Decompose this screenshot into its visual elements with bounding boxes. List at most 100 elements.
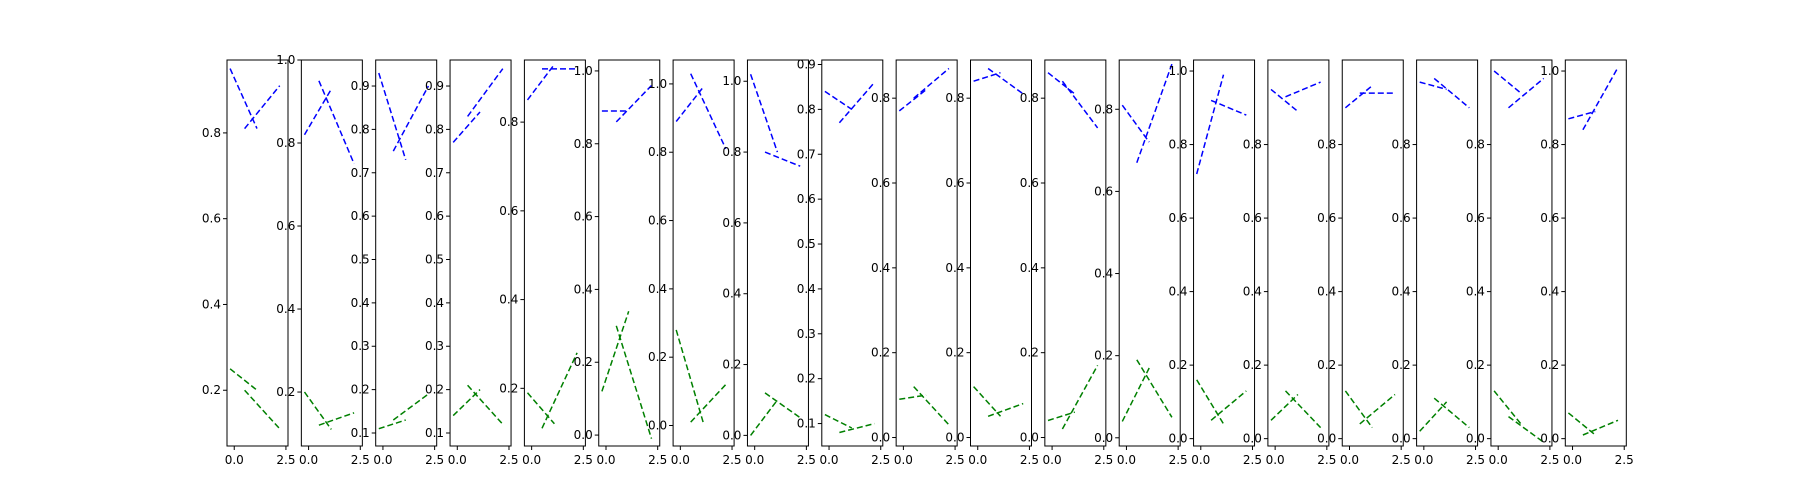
blue-series-line-1 [1047, 72, 1076, 95]
axes-frame [1193, 59, 1256, 447]
y-tick-label: 0.4 [574, 282, 593, 296]
y-tick-label: 0.3 [351, 339, 370, 353]
subplot-grid: 0.20.40.60.80.0 2.50.20.40.60.81.00.0 2.50… [202, 53, 1634, 467]
subplot-9: 0.10.20.30.40.50.60.70.80.90.0 2.5 [797, 57, 891, 467]
axes-frame [672, 59, 735, 447]
axes-frame [226, 59, 289, 447]
y-tick-label: 0.4 [1540, 285, 1559, 299]
y-tick-label: 0.4 [1243, 285, 1262, 299]
y-tick-label: 0.4 [425, 296, 444, 310]
green-series-line-1 [526, 392, 555, 425]
x-tick-label: 2.5 [648, 453, 667, 467]
y-tick-label: 0.2 [871, 346, 890, 360]
y-tick-label: 0.6 [871, 176, 890, 190]
y-tick-label: 0.8 [945, 91, 964, 105]
subplot-10: 0.0 0.2 0.4 0.6 0.8 0.0 2.5 [871, 59, 965, 467]
y-tick-label: 0.6 [1540, 211, 1559, 225]
x-tick-label: 0.0 [1117, 453, 1136, 467]
y-tick-label: 0.0 [1540, 432, 1559, 446]
y-tick-label: 0.9 [425, 79, 444, 93]
subplot-8: 0.0 0.2 0.4 0.6 0.8 1.0 0.0 2.5 [722, 59, 816, 467]
x-tick-label: 2.5 [1317, 453, 1336, 467]
blue-series-line-2 [244, 85, 281, 130]
subplot-14: 0.00.20.40.60.81.00.0 2.5 [1168, 59, 1262, 467]
green-series-line-1 [378, 419, 406, 430]
green-series-line-1 [1344, 390, 1373, 429]
y-tick-label: 0.2 [1168, 358, 1187, 372]
green-series-line-1 [1047, 411, 1076, 422]
green-series-line-2 [839, 422, 875, 434]
y-tick-label: 0.6 [722, 216, 741, 230]
y-tick-label: 1.0 [648, 77, 667, 91]
x-tick-label: 0.0 [1043, 453, 1062, 467]
green-series-line-2 [1582, 419, 1619, 436]
y-tick-label: 0.4 [1317, 285, 1336, 299]
x-tick-label: 0.0 [1563, 453, 1582, 467]
y-tick-label: 0.2 [797, 372, 816, 386]
y-tick-label: 0.6 [276, 219, 295, 233]
y-tick-label: 0.7 [797, 147, 816, 161]
green-series-line-1 [824, 413, 853, 429]
subplot-11: 0.00.20.40.60.80.0 2.5 [945, 59, 1039, 467]
y-tick-label: 0.0 [1243, 432, 1262, 446]
x-tick-label: 0.0 [1414, 453, 1433, 467]
axes-frame [1341, 59, 1404, 447]
y-tick-label: 0.8 [1392, 138, 1411, 152]
x-tick-label: 0.0 [373, 453, 392, 467]
green-series-line-1 [303, 391, 332, 430]
y-tick-label: 0.8 [499, 115, 518, 129]
y-tick-label: 0.2 [425, 383, 444, 397]
y-tick-label: 0.8 [722, 145, 741, 159]
y-tick-label: 0.2 [1540, 358, 1559, 372]
x-tick-label: 0.0 [299, 453, 318, 467]
y-tick-label: 0.1 [351, 426, 370, 440]
y-tick-label: 0.6 [1094, 184, 1113, 198]
x-tick-label: 2.5 [1020, 453, 1039, 467]
green-series-line-2 [541, 352, 578, 429]
y-tick-label: 0.6 [499, 204, 518, 218]
axes-frame [598, 59, 661, 447]
y-tick-label: 0.6 [945, 176, 964, 190]
x-tick-label: 2.5 [1392, 453, 1411, 467]
y-tick-label: 1.0 [574, 64, 593, 78]
green-series-line-2 [1061, 365, 1099, 430]
blue-series-line-1 [749, 73, 779, 153]
y-tick-label: 1.0 [722, 74, 741, 88]
y-tick-label: 0.8 [1466, 138, 1485, 152]
subplot-16: 0.0 0.2 0.4 0.6 0.8 0.0 2.5 [1317, 59, 1411, 467]
y-tick-label: 0.6 [648, 214, 667, 228]
y-tick-label: 0.4 [1094, 267, 1113, 281]
y-tick-label: 0.6 [202, 212, 221, 226]
axes-frame [449, 59, 512, 447]
x-tick-label: 0.0 [1489, 453, 1508, 467]
y-tick-label: 0.0 [871, 431, 890, 445]
y-tick-label: 1.0 [1540, 64, 1559, 78]
y-tick-label: 0.6 [574, 210, 593, 224]
axes-frame [1564, 59, 1627, 447]
y-tick-label: 0.6 [1466, 211, 1485, 225]
y-tick-label: 0.3 [425, 339, 444, 353]
y-tick-label: 0.0 [722, 428, 741, 442]
x-tick-label: 2.5 [351, 453, 370, 467]
y-tick-label: 0.9 [797, 57, 816, 71]
x-tick-label: 0.0 [671, 453, 690, 467]
x-tick-label: 0.0 [894, 453, 913, 467]
x-tick-label: 2.5 [946, 453, 965, 467]
axes-frame [970, 59, 1032, 447]
y-tick-label: 0.6 [1168, 211, 1187, 225]
axes-frame [523, 59, 586, 447]
y-tick-label: 0.0 [648, 419, 667, 433]
green-series-line-1 [229, 368, 258, 391]
y-tick-label: 0.4 [1392, 285, 1411, 299]
blue-series-line-1 [1493, 70, 1522, 94]
blue-series-line-2 [987, 67, 1024, 95]
blue-series-line-2 [1285, 81, 1321, 98]
x-tick-label: 2.5 [1615, 453, 1634, 467]
axes-frame [821, 59, 884, 447]
y-tick-label: 0.4 [351, 296, 370, 310]
y-tick-label: 0.0 [945, 431, 964, 445]
y-tick-label: 0.8 [276, 136, 295, 150]
green-series-line-2 [1210, 390, 1247, 421]
blue-series-line-1 [1419, 81, 1447, 91]
